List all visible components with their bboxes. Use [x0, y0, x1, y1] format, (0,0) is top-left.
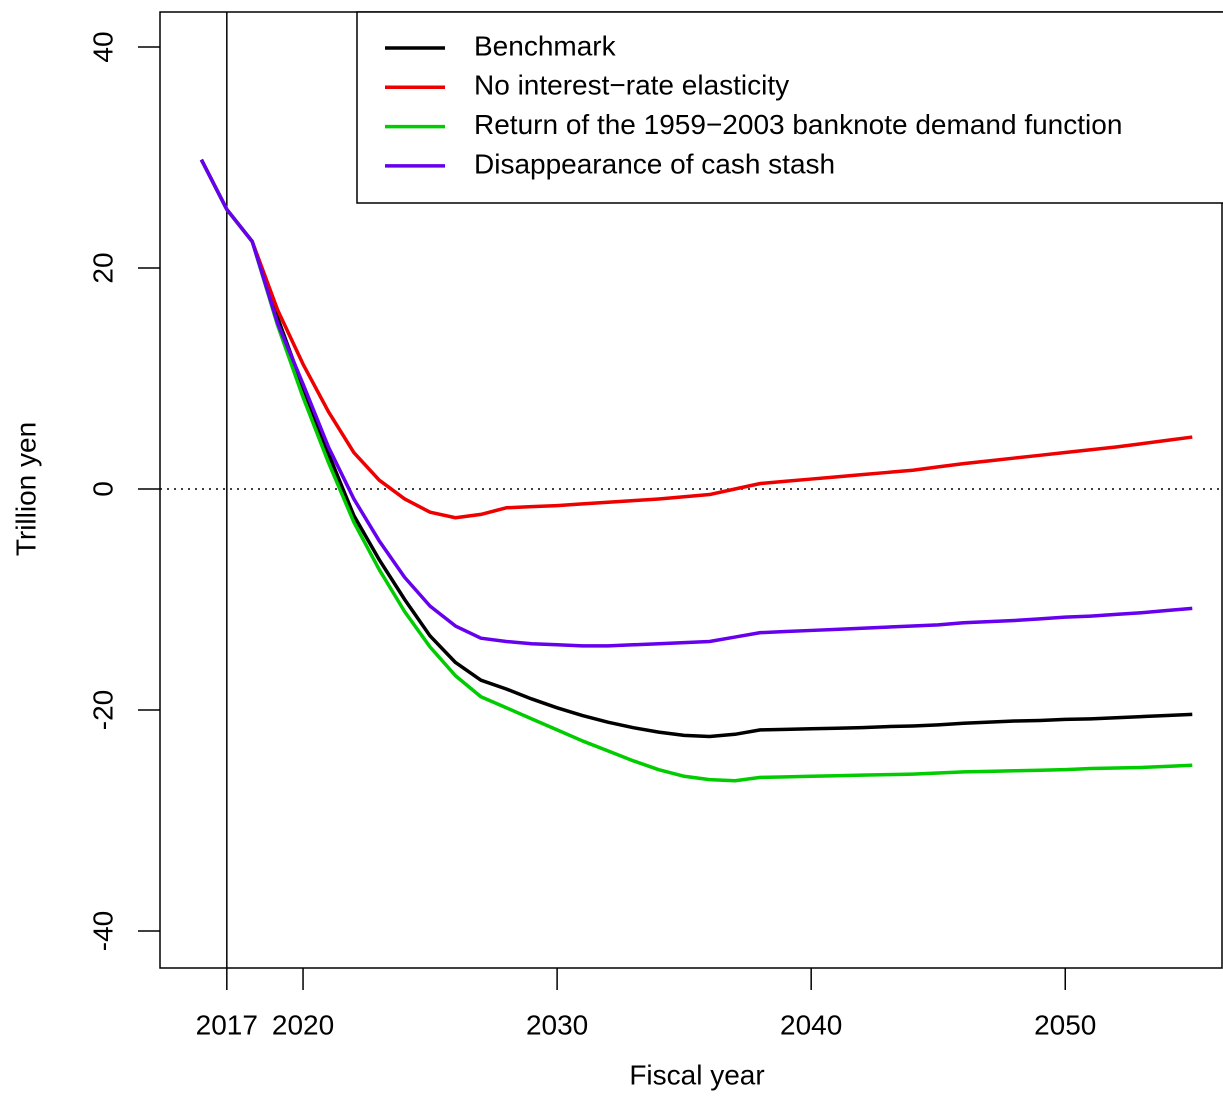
legend-label: Benchmark: [474, 30, 617, 61]
x-tick-label: 2040: [780, 1009, 842, 1040]
legend-label: Return of the 1959−2003 banknote demand …: [474, 109, 1122, 140]
series-line: [199, 158, 1193, 648]
y-axis-title: Trillion yen: [10, 422, 41, 556]
x-tick-label: 2030: [526, 1009, 588, 1040]
series-line: [199, 158, 1193, 520]
x-tick-label: 2050: [1034, 1009, 1096, 1040]
y-tick-label: -40: [87, 911, 118, 951]
x-tick-label: 2020: [272, 1009, 334, 1040]
series-line: [199, 158, 1193, 739]
y-tick-label: 0: [87, 481, 118, 497]
y-tick-label: 40: [87, 31, 118, 62]
legend-label: No interest−rate elasticity: [474, 70, 789, 101]
x-tick-label: 2017: [196, 1009, 258, 1040]
x-axis-title: Fiscal year: [629, 1059, 764, 1090]
y-tick-label: 20: [87, 252, 118, 283]
legend-box: [356, 11, 1223, 204]
y-tick-label: -20: [87, 690, 118, 730]
series-line: [199, 158, 1193, 783]
legend-label: Disappearance of cash stash: [474, 148, 835, 179]
